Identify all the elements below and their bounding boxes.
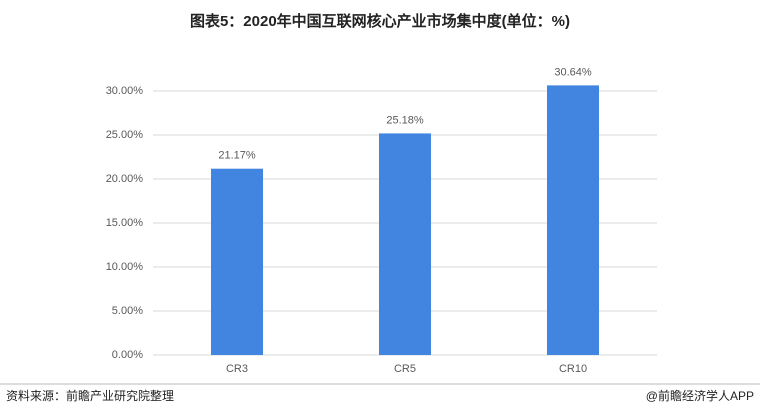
x-tick-label: CR5 [394, 363, 416, 375]
value-label: 25.18% [386, 114, 424, 126]
y-tick-label: 20.00% [106, 173, 144, 185]
x-tick-label: CR10 [559, 363, 587, 375]
value-label: 30.64% [554, 66, 592, 78]
y-tick-label: 5.00% [112, 305, 143, 317]
bar [379, 133, 431, 355]
y-tick-label: 10.00% [106, 261, 144, 273]
source: 资料来源：前瞻产业研究院整理 [6, 388, 174, 403]
bar [211, 168, 263, 355]
x-tick-label: CR3 [226, 363, 248, 375]
y-tick-label: 25.00% [106, 129, 144, 141]
brand: @前瞻经济学人APP [646, 388, 754, 403]
y-tick-label: 15.00% [106, 217, 144, 229]
value-label: 21.17% [218, 150, 256, 162]
bar [547, 85, 599, 356]
chart-title: 图表5：2020年中国互联网核心产业市场集中度(单位：%) [190, 12, 570, 30]
y-tick-label: 0.00% [112, 349, 143, 361]
y-tick-label: 30.00% [106, 85, 144, 97]
